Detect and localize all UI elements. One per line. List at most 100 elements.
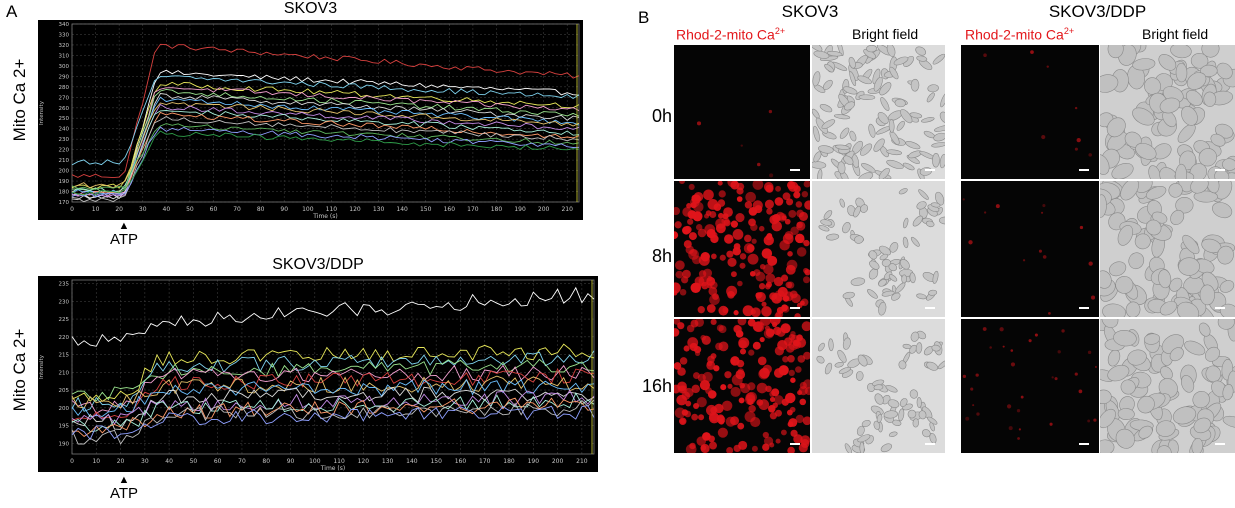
fluorescent-spot (724, 371, 732, 379)
cell-outline (921, 429, 931, 438)
fluorescent-spot (707, 355, 715, 364)
fluorescent-spot (719, 254, 726, 261)
x-tick-label: 190 (528, 458, 540, 465)
cell-outline (854, 235, 864, 244)
cell-outline (821, 119, 836, 130)
fluorescent-spot (735, 330, 744, 338)
fluorescent-spot (692, 255, 702, 265)
fluorescent-spot (687, 337, 699, 349)
cell-outline (1113, 329, 1137, 347)
micrograph-svg (983, 50, 1093, 157)
cell-outline (1100, 74, 1119, 93)
y-tick-label: 250 (59, 116, 70, 122)
fluorescent-spot (968, 240, 973, 245)
cell-outline (1100, 154, 1110, 175)
cell-outline (1145, 186, 1167, 200)
x-tick-label: 150 (430, 458, 442, 465)
fluorescent-spot (757, 356, 767, 366)
fluorescent-spot (785, 392, 796, 404)
cell-outline (1198, 322, 1211, 337)
fluorescent-spot (692, 211, 703, 222)
fluorescent-spot (1008, 426, 1013, 431)
cell-outline (813, 125, 820, 142)
fluorescent-spot (975, 373, 979, 377)
cell-outline (1172, 406, 1197, 425)
fluorescent-spot (1042, 255, 1047, 259)
cell-outline (898, 408, 905, 422)
y-tick-label: 180 (59, 190, 70, 196)
x-tick-label: 50 (190, 458, 198, 465)
cell-outline (879, 245, 891, 256)
cell-outline (916, 55, 928, 62)
fluorescent-spot (799, 398, 807, 406)
fluorescent-spot (759, 263, 766, 270)
fluorescent-spot (698, 276, 709, 287)
cell-outline (853, 205, 861, 218)
micrograph-svg (818, 188, 945, 316)
fluorescent-spot (779, 240, 790, 251)
fluorescent-spot (746, 391, 758, 403)
cell-outline (898, 360, 907, 370)
cell-outline (887, 399, 900, 408)
y-tick-label: 330 (59, 32, 70, 38)
x-tick-label: 30 (141, 458, 149, 465)
series-line-16 (71, 130, 580, 196)
cell-outline (813, 151, 822, 163)
fluorescent-spot (798, 443, 808, 453)
cell-outline (939, 111, 945, 124)
cell-outline (873, 76, 883, 92)
fluorescent-spot (748, 349, 755, 356)
fluorescent-spot (763, 235, 774, 246)
fluorescent-spot (764, 199, 774, 209)
cell-outline (900, 109, 913, 124)
cell-outline (812, 108, 820, 119)
x-tick-label: 20 (117, 458, 125, 465)
cell-outline (842, 291, 855, 299)
series-line-5 (71, 87, 580, 197)
fluorescent-spot (790, 377, 796, 383)
y-tick-label: 340 (59, 22, 70, 28)
cell-outline (926, 92, 935, 103)
cell-outline (1159, 97, 1181, 114)
fluorescent-spot (698, 414, 705, 421)
cell-outline (898, 188, 908, 195)
cell-outline (939, 154, 945, 169)
cell-outline (921, 117, 935, 123)
x-tick-label: 120 (358, 458, 370, 465)
fluorescent-spot (733, 310, 739, 316)
y-tick-label: 210 (59, 370, 70, 376)
y-tick-label: 230 (59, 137, 70, 143)
y-tick-label: 300 (59, 64, 70, 70)
cell-outline (1143, 333, 1161, 345)
fluorescent-spot (685, 245, 695, 255)
fluorescent-spot (1078, 389, 1083, 394)
y-tick-label: 220 (59, 335, 70, 341)
fluorescent-spot (804, 387, 810, 396)
fluorescent-spot (1088, 153, 1093, 157)
fluorescent-spot (751, 445, 758, 452)
row-label-8h: 8h (651, 246, 672, 266)
scale-bar (1215, 307, 1225, 309)
brightfield-image-g1-8h (812, 181, 945, 317)
cell-outline (931, 344, 941, 352)
fluorescence-image-g2-0h (961, 45, 1099, 179)
y-tick-label: 230 (59, 299, 70, 305)
cell-outline (1222, 383, 1234, 401)
fluorescent-spot (711, 253, 717, 260)
series-line-12 (71, 111, 580, 196)
fluorescent-spot (799, 381, 807, 390)
cell-outline (1178, 181, 1195, 193)
fluorescent-spot (721, 217, 730, 226)
cell-outline (1186, 72, 1207, 90)
fluorescent-spot (676, 394, 687, 406)
x-axis-title: Time (s) (320, 465, 345, 472)
fluorescent-spot (796, 247, 807, 257)
y-tick-label: 190 (59, 179, 70, 185)
x-tick-label: 80 (257, 206, 265, 213)
cell-outline (868, 250, 878, 260)
scale-bar (1215, 443, 1225, 445)
fluorescent-spot (962, 198, 965, 201)
fluorescent-spot (1079, 225, 1084, 230)
micrograph-svg (962, 327, 1097, 440)
cell-outline (909, 112, 923, 119)
